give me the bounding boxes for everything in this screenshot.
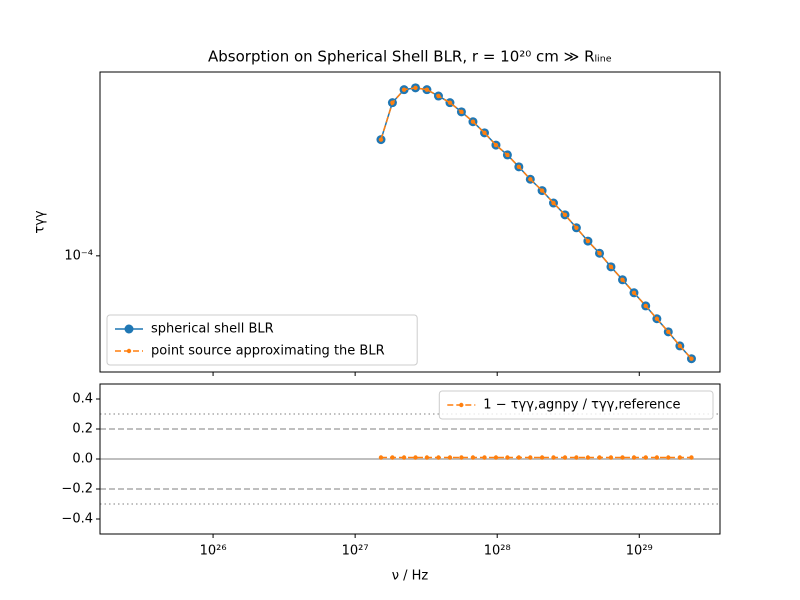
data-point — [447, 100, 453, 105]
data-point — [562, 455, 568, 460]
data-point — [654, 316, 660, 321]
data-point — [390, 100, 395, 105]
data-point — [539, 455, 545, 460]
data-point — [654, 455, 660, 460]
data-point — [401, 455, 407, 460]
data-point — [516, 455, 522, 460]
data-point — [459, 455, 464, 460]
legend-marker — [126, 348, 132, 354]
series-line — [380, 87, 693, 360]
data-point — [666, 329, 671, 335]
data-point — [482, 130, 487, 136]
y-tick-label: 0.2 — [72, 422, 93, 437]
data-point — [666, 455, 671, 460]
data-point — [539, 188, 545, 193]
data-point — [585, 238, 591, 244]
y-tick-label: 0.0 — [72, 452, 93, 467]
legend-box — [106, 314, 418, 366]
data-point — [608, 455, 614, 460]
data-point — [574, 455, 579, 460]
data-point — [378, 455, 384, 460]
y-tick-label: −0.2 — [61, 482, 93, 497]
axes-frame — [99, 71, 721, 373]
data-point — [597, 455, 602, 460]
data-point — [677, 343, 683, 349]
data-point — [574, 225, 579, 231]
chart-title: Absorption on Spherical Shell BLR, r = 1… — [208, 48, 612, 66]
data-point — [470, 119, 476, 124]
y-axis-label: τγγ — [33, 210, 48, 234]
data-point — [631, 290, 637, 295]
data-point — [643, 303, 648, 309]
data-point — [470, 455, 476, 460]
data-point — [528, 177, 533, 182]
data-point — [528, 455, 533, 460]
data-point — [551, 200, 556, 206]
plot-area — [376, 83, 696, 364]
data-point — [436, 455, 441, 460]
legend-marker — [459, 402, 464, 408]
legend-box — [438, 390, 714, 420]
data-point — [424, 455, 430, 460]
data-point — [413, 85, 418, 91]
y-tick-label: 0.4 — [72, 392, 93, 407]
x-tick-label: 10²⁸ — [484, 544, 511, 559]
data-point — [516, 164, 522, 170]
data-point — [436, 93, 441, 99]
data-point — [689, 356, 694, 361]
data-point — [608, 264, 614, 270]
data-point — [401, 87, 407, 92]
data-point — [459, 109, 464, 115]
data-point — [597, 251, 602, 256]
data-point — [689, 455, 694, 460]
data-point — [585, 455, 591, 460]
data-point — [378, 137, 384, 142]
series-line — [380, 87, 693, 360]
legend-label: spherical shell BLR — [151, 322, 274, 337]
data-point — [643, 455, 648, 460]
x-axis-label: ν / Hz — [392, 569, 429, 584]
x-tick-label: 10²⁶ — [200, 544, 227, 559]
x-tick-label: 10²⁹ — [626, 544, 653, 559]
legend-marker — [124, 324, 134, 334]
legend-label: 1 − τγγ,agnpy / τγγ,reference — [483, 398, 680, 413]
data-point — [677, 455, 683, 460]
data-point — [631, 455, 637, 460]
data-point — [390, 455, 395, 460]
data-point — [482, 455, 487, 460]
data-point — [505, 152, 510, 158]
data-point — [424, 87, 430, 92]
data-point — [447, 455, 453, 460]
data-point — [493, 142, 499, 148]
data-point — [413, 455, 418, 460]
data-point — [620, 455, 625, 460]
data-point — [505, 455, 510, 460]
data-point — [551, 455, 556, 460]
y-tick-label: −0.4 — [61, 512, 93, 527]
x-tick-label: 10²⁷ — [342, 544, 369, 559]
axes-frame — [99, 383, 721, 535]
data-point — [493, 455, 499, 460]
legend-label: point source approximating the BLR — [151, 344, 385, 359]
data-point — [620, 277, 625, 282]
data-point — [562, 212, 568, 218]
y-tick-label: 10⁻⁴ — [64, 248, 93, 263]
plot-area — [378, 455, 694, 460]
